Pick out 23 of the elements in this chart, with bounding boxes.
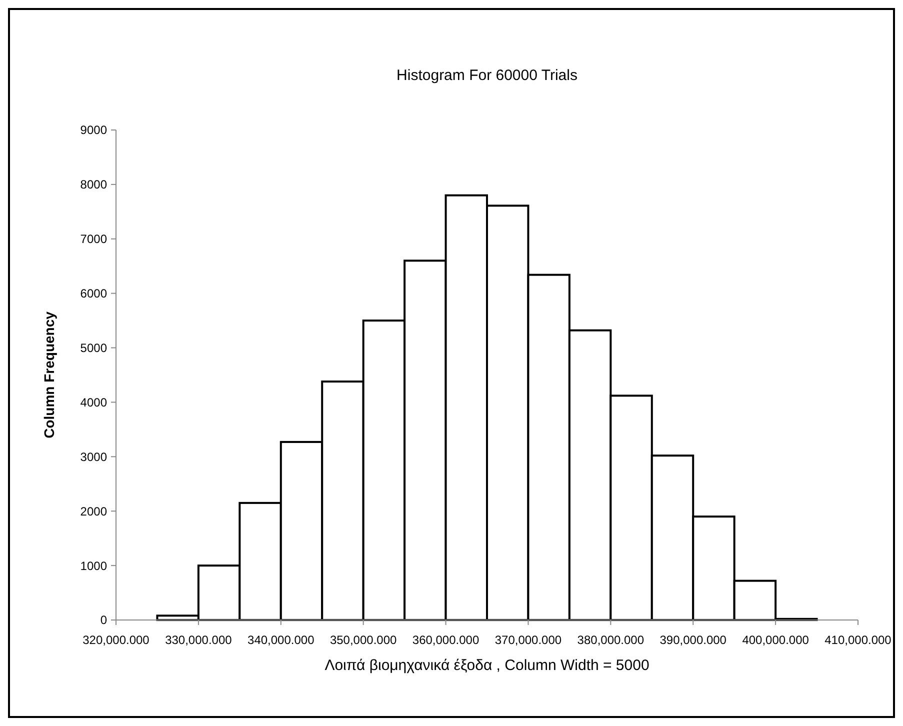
x-tick-label: 380,000.000: [577, 633, 644, 647]
x-tick-label: 330,000.000: [165, 633, 232, 647]
y-tick-label: 9000: [80, 123, 108, 138]
x-tick-label: 350,000.000: [330, 633, 398, 647]
x-tick-label: 410,000.000: [824, 633, 892, 647]
y-tick-label: 0: [100, 613, 108, 628]
x-tick-label: 390,000.000: [660, 633, 727, 647]
y-tick-label: 6000: [80, 286, 108, 301]
y-tick-label: 2000: [80, 504, 108, 518]
x-tick-label: 370,000.000: [494, 633, 562, 647]
x-tick-label: 320,000.000: [82, 633, 150, 647]
y-axis-title: Column Frequency: [41, 311, 57, 438]
x-tick-label: 340,000.000: [248, 633, 315, 647]
y-tick-label: 5000: [80, 340, 108, 355]
x-tick-label: 360,000.000: [412, 633, 480, 647]
y-tick-label: 4000: [80, 395, 108, 410]
chart-title: Histogram For 60000 Trials: [396, 67, 578, 84]
y-tick-label: 3000: [80, 450, 108, 464]
y-tick-label: 1000: [80, 558, 108, 573]
x-axis-title: Λοιπά βιομηχανικά έξοδα , Column Width = 5000: [324, 657, 650, 674]
y-tick-label: 7000: [80, 232, 108, 246]
y-tick-label: 8000: [80, 178, 108, 192]
x-tick-label: 400,000.000: [742, 633, 810, 647]
